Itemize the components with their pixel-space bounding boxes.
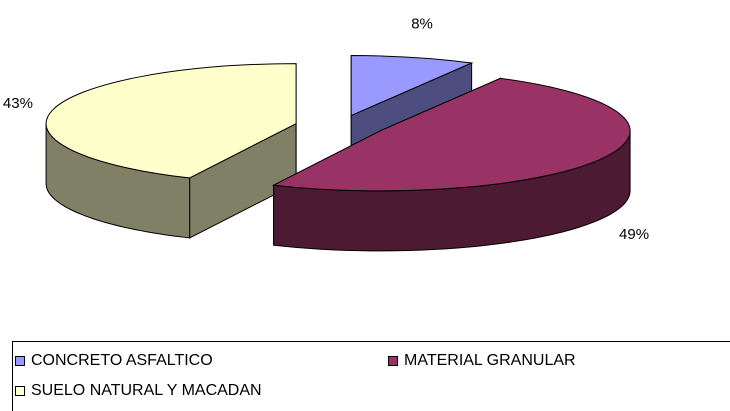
legend-label: MATERIAL GRANULAR (404, 352, 576, 369)
legend-label: CONCRETO ASFALTICO (31, 352, 213, 369)
legend-label: SUELO NATURAL Y MACADAN (31, 382, 262, 399)
pie-slice-material-granular (271, 77, 631, 252)
legend-item-material-granular: MATERIAL GRANULAR (388, 352, 576, 370)
legend-swatch (388, 356, 398, 366)
data-label-material-granular: 49% (619, 226, 649, 243)
legend-item-concreto-asfaltico: CONCRETO ASFALTICO (15, 352, 213, 370)
slice-top (45, 63, 297, 179)
legend-swatch (15, 356, 25, 366)
pie-slice-suelo-natural-y-macadan (45, 63, 297, 239)
legend: CONCRETO ASFALTICO MATERIAL GRANULAR SUE… (12, 341, 730, 411)
slice-top (350, 55, 474, 117)
slice-top (271, 77, 631, 192)
data-label-suelo-natural-y-macadan: 43% (3, 95, 33, 112)
legend-swatch (15, 386, 25, 396)
data-label-concreto-asfaltico: 8% (411, 16, 433, 33)
legend-item-suelo-natural-y-macadan: SUELO NATURAL Y MACADAN (15, 382, 262, 400)
